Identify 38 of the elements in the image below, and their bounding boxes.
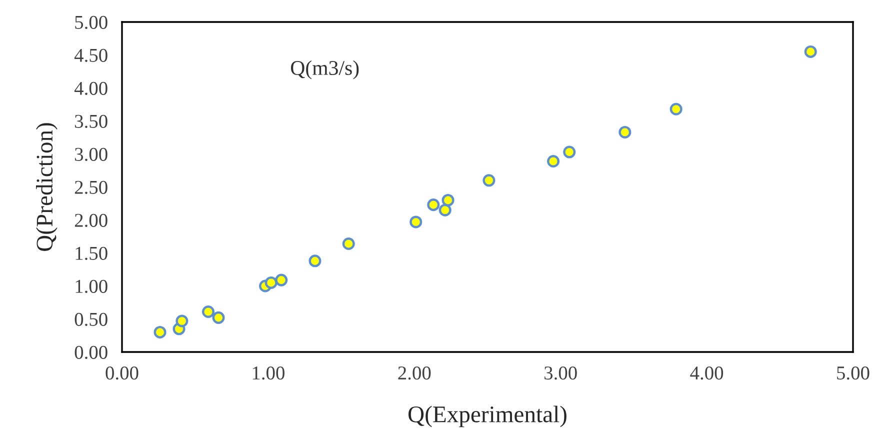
point [202,305,215,318]
point [264,276,278,289]
y-tick-label: 2.50 [74,180,108,194]
x-tick-label: 3.00 [544,366,577,380]
point [342,238,355,250]
point [212,311,225,324]
point [275,274,288,286]
y-axis-title: Q(Prediction) [36,123,58,251]
x-axis-title: Q(Experimental) [408,406,566,428]
x-tick-label: 4.00 [690,366,724,380]
y-tick-label: 0.50 [74,312,108,326]
point [482,174,496,187]
y-tick-label: 3.50 [75,114,108,128]
point [670,102,682,116]
point [547,155,560,168]
point [427,198,440,212]
y-tick-label: 3.00 [75,148,108,162]
point [618,126,632,138]
point [563,146,576,158]
y-tick-label: 5.00 [75,16,108,30]
point [308,254,322,268]
y-tick-label: 1.50 [76,246,108,260]
y-tick-label: 4.00 [74,82,108,96]
point [442,194,454,206]
y-tick-label: 2.00 [74,214,108,228]
x-tick-label: 5.00 [837,366,870,380]
annotation: Q(m3/s) [290,60,359,80]
x-tick-label: 1.00 [252,366,284,380]
point [804,45,817,58]
y-tick-label: 4.50 [74,48,108,62]
y-tick-label: 0.00 [74,346,108,360]
point [154,326,166,338]
point [438,204,452,216]
x-tick-label: 0.00 [106,366,138,380]
point [410,216,422,228]
point [176,314,188,328]
x-tick-label: 2.00 [398,366,431,380]
y-tick-label: 1.00 [76,280,108,294]
